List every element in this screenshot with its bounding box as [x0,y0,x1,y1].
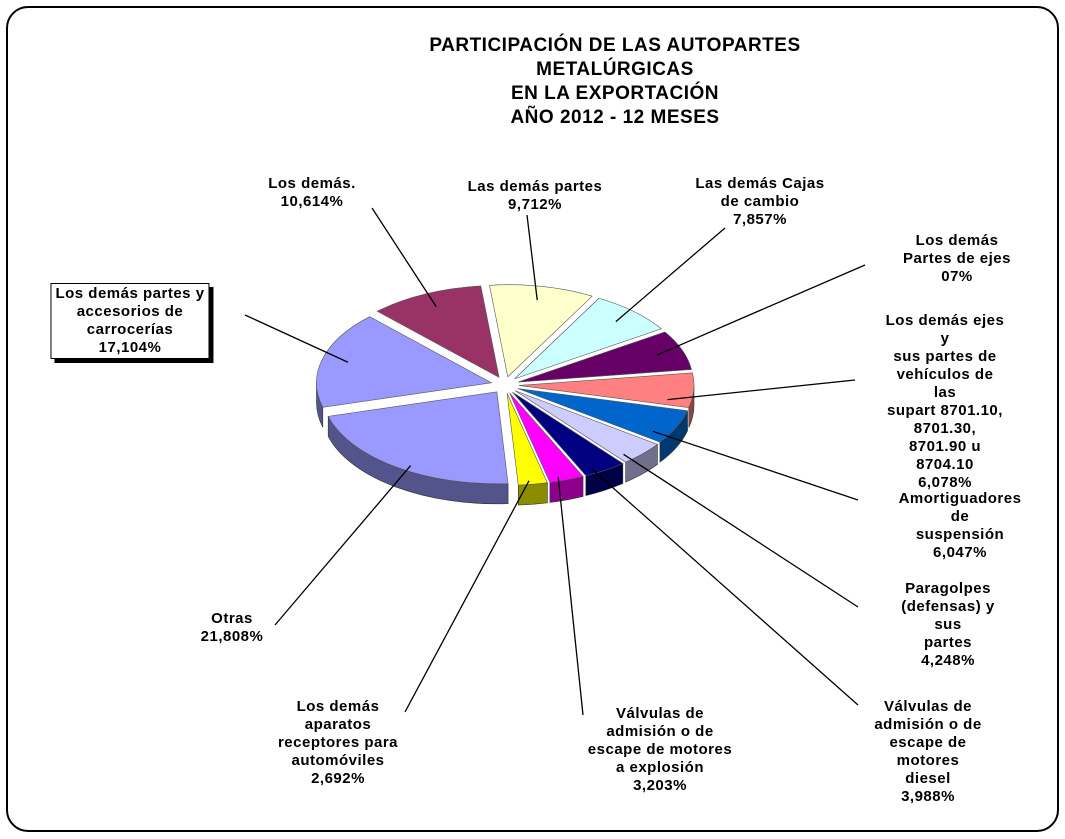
leader-line [667,379,856,401]
slice [316,316,493,408]
slice [509,392,584,483]
value-label: 17,104% [98,339,162,356]
leader-line [590,467,859,706]
value-label: 2,692% [311,770,365,787]
slice-label: Los demás Partes de ejes 07% [903,232,1011,286]
value-label: 21,808% [200,628,264,645]
leader-line [652,430,859,501]
slice [506,393,548,486]
value-label: 10,614% [280,193,344,210]
category-label: Los demás Partes de ejes [903,232,1011,267]
category-label: Los demás. [268,175,356,192]
leader-line [371,207,437,307]
slice [514,297,662,380]
category-label: Los demás aparatos receptores para autom… [277,698,399,769]
value-label: 4,248% [921,652,975,669]
value-label: 07% [941,268,973,285]
slice-label: Las demás Cajas de cambio 7,857% [695,175,824,229]
slice [376,285,500,378]
slice-label: Los demás. 10,614% [268,175,356,211]
category-label: Los demás partes y accesorios de carroce… [55,285,205,338]
leader-line [244,314,349,363]
value-label: 3,203% [633,777,687,794]
slice-sides [316,382,695,506]
slice [518,331,692,383]
category-label: Los demás ejes y sus partes de vehículos… [885,312,1005,473]
category-label: Las demás Cajas de cambio [695,175,825,210]
slice-label: Los demás aparatos receptores para autom… [278,698,398,788]
leader-line [404,480,530,713]
leader-line [657,264,866,356]
slice-tops [316,284,695,486]
slice-label: Válvulas de admisión o de escape de moto… [860,698,997,806]
value-label: 7,857% [733,211,787,228]
value-label: 6,078% [918,474,972,491]
category-label: Amortiguadores de suspensión [898,490,1022,543]
leader-line [526,214,538,301]
category-label: Otras [211,610,253,627]
slice-label: Paragolpes (defensas) y sus partes 4,248% [890,580,1007,670]
leader-line [615,227,726,323]
chart-frame [6,6,1059,832]
value-label: 9,712% [508,196,562,213]
slice-label: Los demás partes y accesorios de carroce… [50,283,210,359]
slice [515,390,659,463]
category-label: Válvulas de admisión o de escape de moto… [874,698,982,787]
slice [518,372,695,408]
slice [327,391,509,485]
chart-title: PARTICIPACIÓN DE LAS AUTOPARTES METALÚRG… [429,35,801,128]
slice-label: Válvulas de admisión o de escape de moto… [588,705,732,795]
slice-label: Otras 21,808% [201,610,264,646]
slice-label: Los demás ejes y sus partes de vehículos… [885,312,1005,492]
slice [489,284,593,378]
value-label: 3,988% [901,788,955,805]
category-label: Válvulas de admisión o de escape de moto… [587,705,733,776]
leader-line [274,465,412,626]
slice-label: Las demás partes 9,712% [468,178,603,214]
slice-label: Amortiguadores de suspensión 6,047% [899,490,1022,562]
slice [512,391,624,476]
category-label: Paragolpes (defensas) y sus partes [901,580,995,651]
leader-line [623,453,859,608]
leader-line [557,476,584,716]
category-label: Las demás partes [467,178,603,195]
value-label: 6,047% [933,544,987,561]
slice [517,388,689,443]
